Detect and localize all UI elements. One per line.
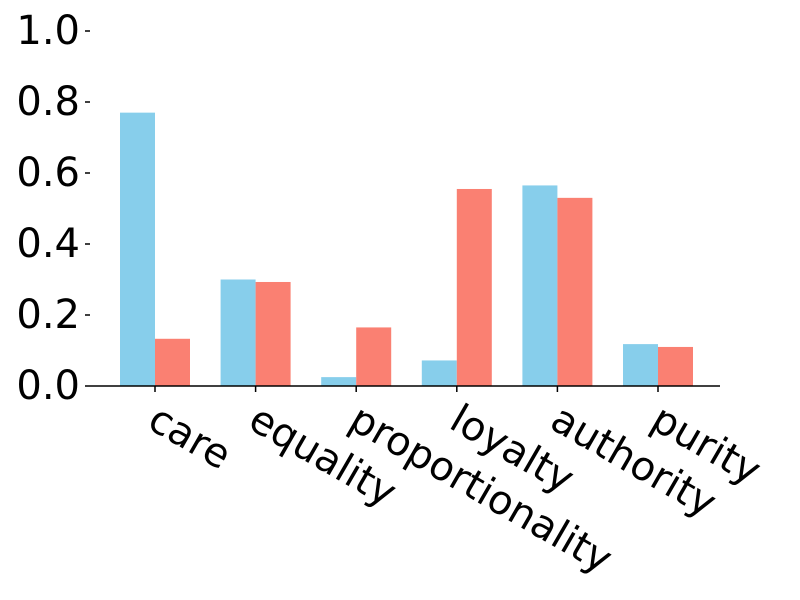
bar-series0-equality [220,279,256,386]
bar-series0-care [120,112,155,387]
bar-series1-equality [255,281,291,386]
bar-series1-authority [557,197,593,386]
bar-series1-proportionality [356,327,392,386]
bar-series1-loyalty [456,188,492,386]
bar-series0-proportionality [321,377,357,386]
y-tick-label: 1.0 [16,8,80,54]
y-axis: 0.0 0.2 0.4 0.6 0.8 1.0 [16,8,90,409]
bar-series0-authority [522,185,558,386]
y-tick-label: 0.2 [16,292,80,338]
y-tick-label: 0.6 [16,150,80,196]
y-tick-label: 0.4 [16,221,80,267]
bar-series1-care [155,338,190,386]
bar-series1-purity [658,346,693,386]
x-axis: care equalityproportionalityloyaltyauthor… [90,385,768,583]
y-tick-label: 0.0 [16,363,80,409]
bar-series0-loyalty [421,360,457,386]
bar-series0-purity [623,344,658,386]
y-tick-label: 0.8 [16,79,80,125]
x-tick-label-care: care [141,396,239,479]
bars-group [120,112,693,387]
